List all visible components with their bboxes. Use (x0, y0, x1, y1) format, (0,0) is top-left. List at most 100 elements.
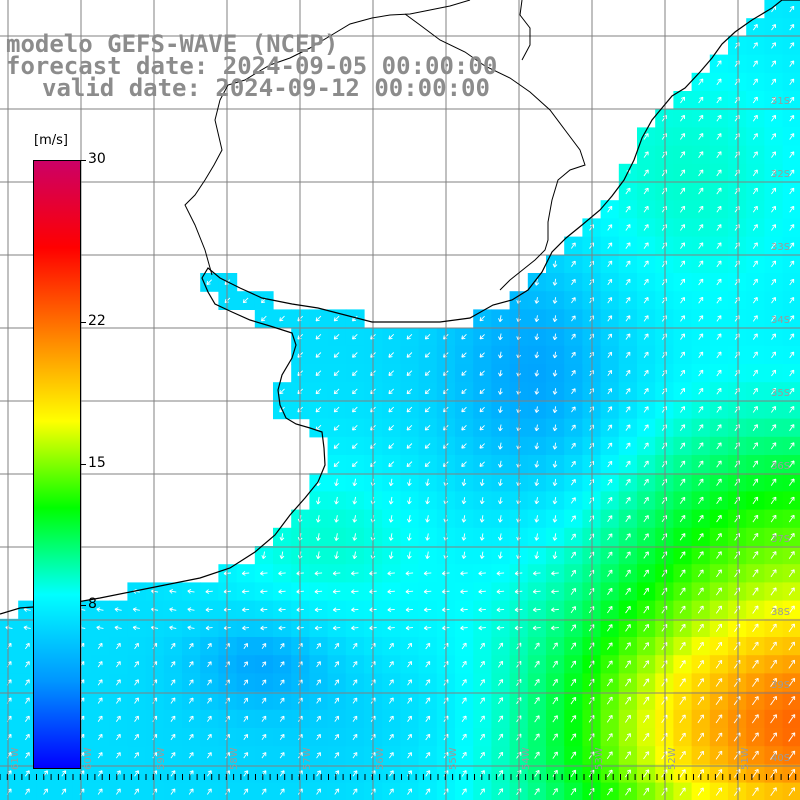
wind-arrow (680, 406, 686, 413)
wind-arrow (788, 623, 795, 633)
wind-arrow (315, 333, 322, 340)
wind-arrow (134, 642, 139, 650)
wind-arrow (332, 625, 341, 631)
wind-arrow (316, 697, 321, 704)
wind-arrow (552, 533, 558, 541)
wind-arrow (425, 752, 431, 759)
wind-arrow (170, 752, 176, 759)
wind-arrow (97, 752, 103, 759)
wind-arrow (607, 333, 613, 340)
wind-arrow (552, 715, 558, 723)
wind-arrow (352, 697, 358, 704)
wind-arrow (407, 697, 412, 704)
wind-arrow (241, 570, 250, 576)
wind-arrow (170, 661, 176, 668)
wind-arrow (498, 715, 504, 723)
wind-arrow (388, 461, 395, 468)
wind-arrow (406, 406, 413, 413)
wind-arrow (771, 315, 776, 322)
wind-arrow (570, 551, 576, 559)
wind-arrow (643, 569, 649, 577)
wind-arrow (314, 571, 323, 576)
wind-arrow (697, 641, 704, 651)
wind-arrow (260, 571, 268, 576)
wind-arrow (352, 406, 358, 413)
wind-arrow (625, 660, 631, 669)
wind-arrow (607, 569, 613, 577)
wind-arrow (716, 333, 722, 340)
wind-arrow (552, 442, 558, 450)
longitude-label: 56W (375, 747, 386, 770)
wind-arrow (478, 607, 486, 613)
wind-arrow (570, 533, 576, 541)
wind-arrow (752, 24, 758, 31)
wind-arrow (333, 333, 340, 340)
wind-arrow (643, 623, 650, 632)
colorbar-tick-label: 8 (88, 596, 97, 613)
wind-arrow (498, 351, 503, 359)
wind-arrow (187, 625, 195, 631)
wind-arrow (552, 406, 558, 413)
wind-arrow (680, 224, 686, 231)
wind-arrow (679, 569, 686, 577)
wind-arrow (352, 388, 358, 395)
colorbar-tick (80, 160, 86, 161)
longitude-label: 51W (740, 747, 751, 770)
wind-arrow (679, 623, 686, 632)
wind-arrow (461, 334, 467, 340)
wind-arrow (607, 478, 613, 486)
wind-arrow (114, 607, 122, 612)
wind-arrow (334, 715, 340, 722)
wind-arrow (460, 607, 468, 613)
wind-arrow (532, 589, 541, 594)
wind-arrow (534, 751, 540, 759)
wind-arrow (771, 78, 776, 86)
wind-arrow (643, 587, 649, 596)
wind-arrow (752, 78, 758, 86)
wind-arrow (716, 296, 722, 304)
wind-arrow (770, 442, 777, 450)
wind-arrow (479, 679, 485, 686)
wind-arrow (552, 660, 558, 668)
wind-arrow (625, 478, 631, 486)
wind-arrow (552, 315, 558, 322)
wind-arrow (697, 714, 704, 724)
wind-arrow (534, 442, 540, 450)
wind-arrow (315, 406, 322, 413)
wind-arrow (188, 733, 194, 741)
wind-arrow (552, 424, 558, 432)
wind-arrow (461, 425, 467, 431)
wind-arrow (333, 443, 340, 449)
wind-arrow (788, 659, 796, 669)
wind-arrow (405, 571, 414, 576)
wind-arrow (770, 587, 777, 596)
wind-arrow (607, 515, 613, 522)
wind-arrow (551, 625, 559, 631)
wind-arrow (115, 697, 121, 704)
wind-arrow (479, 406, 485, 413)
wind-arrow (571, 333, 576, 340)
wind-arrow (388, 551, 394, 559)
wind-arrow (205, 607, 213, 613)
wind-arrow (788, 641, 795, 651)
wind-arrow (715, 678, 723, 687)
wind-arrow (751, 732, 759, 742)
wind-arrow (407, 642, 412, 650)
wind-arrow (625, 551, 631, 559)
wind-arrow (188, 642, 194, 650)
wind-arrow (23, 625, 31, 631)
wind-arrow (498, 551, 503, 559)
wind-arrow (607, 224, 613, 231)
wind-arrow (97, 642, 103, 650)
wind-arrow (625, 515, 631, 523)
longitude-label: 58W (229, 747, 240, 770)
wind-arrow (625, 242, 631, 249)
wind-arrow (679, 460, 686, 468)
wind-arrow (461, 388, 467, 395)
wind-arrow (134, 715, 139, 722)
wind-arrow (407, 733, 412, 741)
wind-arrow (570, 479, 576, 486)
wind-arrow (625, 260, 631, 268)
wind-arrow (387, 607, 395, 613)
wind-arrow (461, 533, 467, 541)
